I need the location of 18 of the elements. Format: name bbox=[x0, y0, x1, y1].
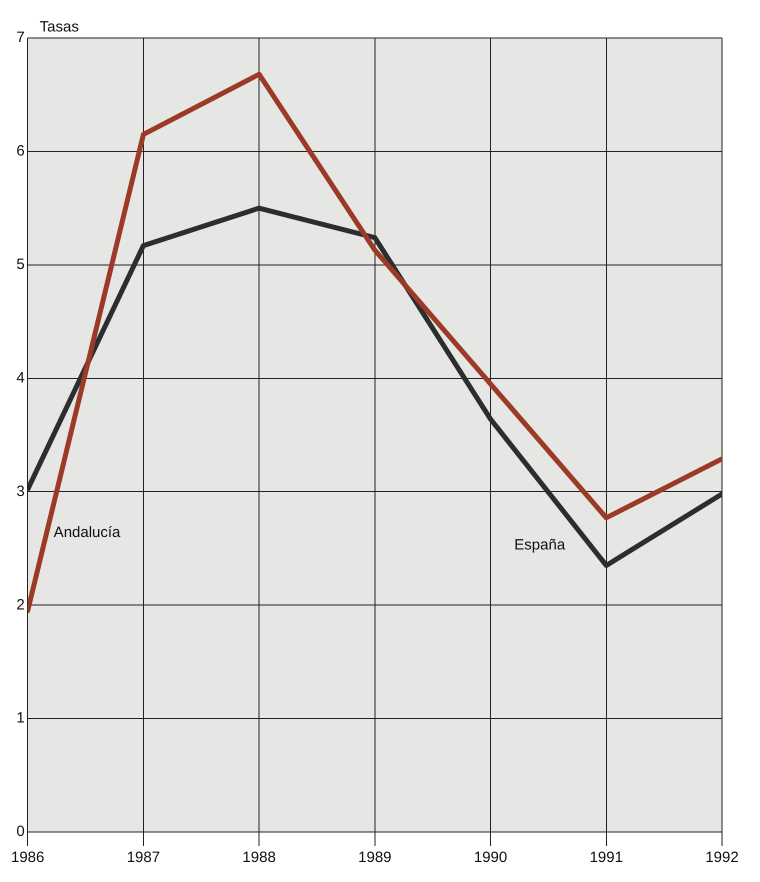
y-tick-label: 3 bbox=[16, 482, 25, 500]
y-tick-label: 0 bbox=[16, 823, 25, 840]
x-tick-label: 1987 bbox=[126, 849, 160, 866]
x-tick-label: 1988 bbox=[242, 849, 276, 866]
series-label: España bbox=[514, 536, 566, 554]
x-tick-label: 1992 bbox=[705, 849, 739, 866]
series-label: Andalucía bbox=[54, 524, 122, 541]
x-tick-label: 1990 bbox=[474, 849, 508, 866]
y-tick-label: 6 bbox=[16, 142, 25, 160]
x-tick-label: 1986 bbox=[10, 849, 44, 866]
y-tick-label: 5 bbox=[16, 256, 25, 273]
y-tick-label: 4 bbox=[16, 369, 25, 386]
x-tick-label: 1991 bbox=[590, 849, 623, 866]
y-tick-label: 2 bbox=[16, 596, 25, 614]
x-tick-label: 1989 bbox=[358, 849, 392, 866]
y-axis-title: Tasas bbox=[40, 18, 79, 36]
y-tick-label: 1 bbox=[16, 710, 25, 727]
y-tick-label: 7 bbox=[16, 29, 25, 46]
